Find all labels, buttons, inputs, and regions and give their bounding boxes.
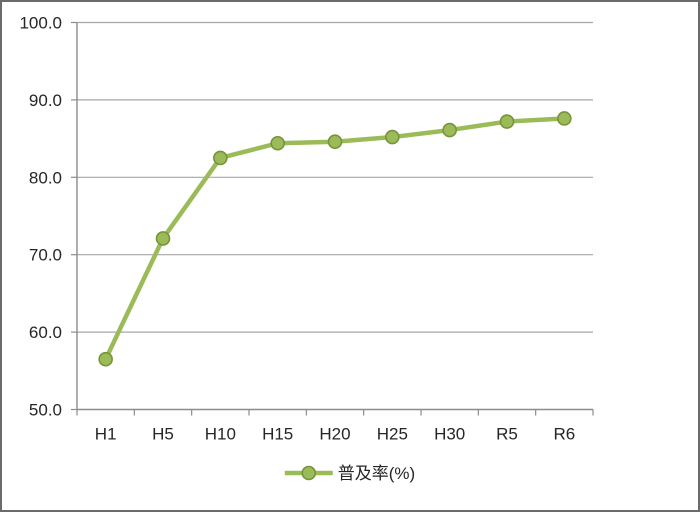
y-tick-label: 80.0 [29,168,62,187]
data-point-marker [270,135,285,151]
y-tick-label: 60.0 [29,323,62,342]
x-tick-label: R5 [496,425,518,444]
x-tick-label: H30 [434,425,465,444]
legend-line-marker-icon [284,465,333,481]
data-point-marker [98,351,113,367]
x-tick-label: H5 [152,425,174,444]
x-tick-label: H20 [319,425,350,444]
data-point-marker [327,134,343,149]
series-line [103,116,567,362]
data-point-marker [499,114,515,129]
data-point-marker [155,231,171,246]
data-point-marker [557,111,572,126]
data-point-marker [442,122,457,138]
x-tick-label: H25 [377,425,408,444]
x-tick-label: H15 [262,425,293,444]
x-tick-label: H10 [205,425,236,444]
y-tick-label: 90.0 [29,91,62,110]
legend: 普及率(%) [284,463,416,483]
x-tick-label: H1 [95,425,117,444]
data-point-marker [385,129,400,145]
data-point-marker [213,150,228,166]
legend-label: 普及率(%) [337,463,416,483]
y-tick-label: 70.0 [29,246,62,265]
x-tick-label: R6 [553,425,575,444]
y-tick-label: 50.0 [29,401,62,420]
y-tick-label: 100.0 [19,14,62,33]
